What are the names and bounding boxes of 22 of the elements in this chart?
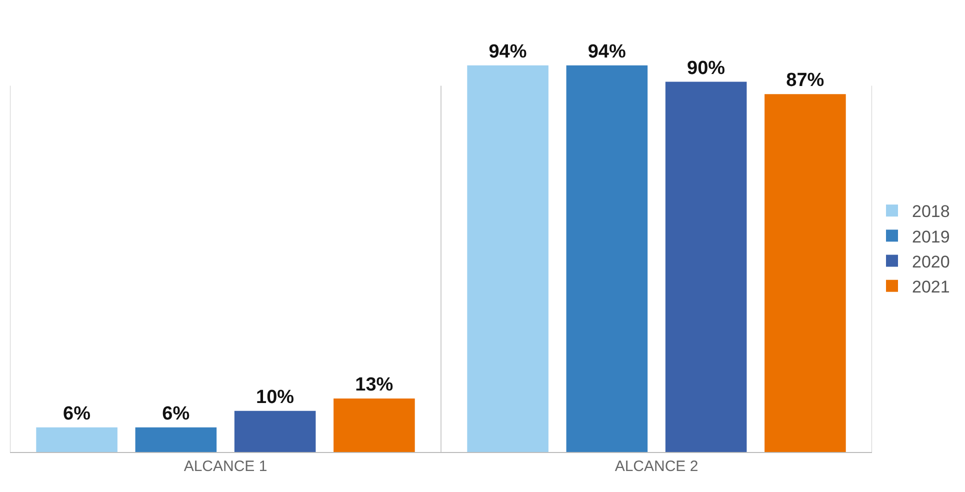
x-tick-label: ALCANCE 1 [184,458,268,475]
bar [135,427,217,452]
data-label: 10% [256,386,294,408]
data-label: 87% [786,70,824,92]
data-label: 94% [488,41,527,62]
bar [36,427,118,452]
bar [665,82,747,452]
data-label: 94% [588,41,626,62]
legend-label: 2021 [912,277,950,296]
bar [334,398,415,452]
data-label: 13% [355,374,394,396]
data-label: 90% [687,58,726,79]
x-tick-label: ALCANCE 2 [614,458,698,475]
data-label: 6% [63,403,91,424]
legend-label: 2020 [912,252,950,272]
bar [566,65,648,452]
data-label: 6% [162,403,190,424]
bar [764,94,846,452]
bar [234,410,316,452]
bar [467,65,548,452]
legend-label: 2019 [912,227,950,246]
legend-label: 2018 [912,202,950,222]
